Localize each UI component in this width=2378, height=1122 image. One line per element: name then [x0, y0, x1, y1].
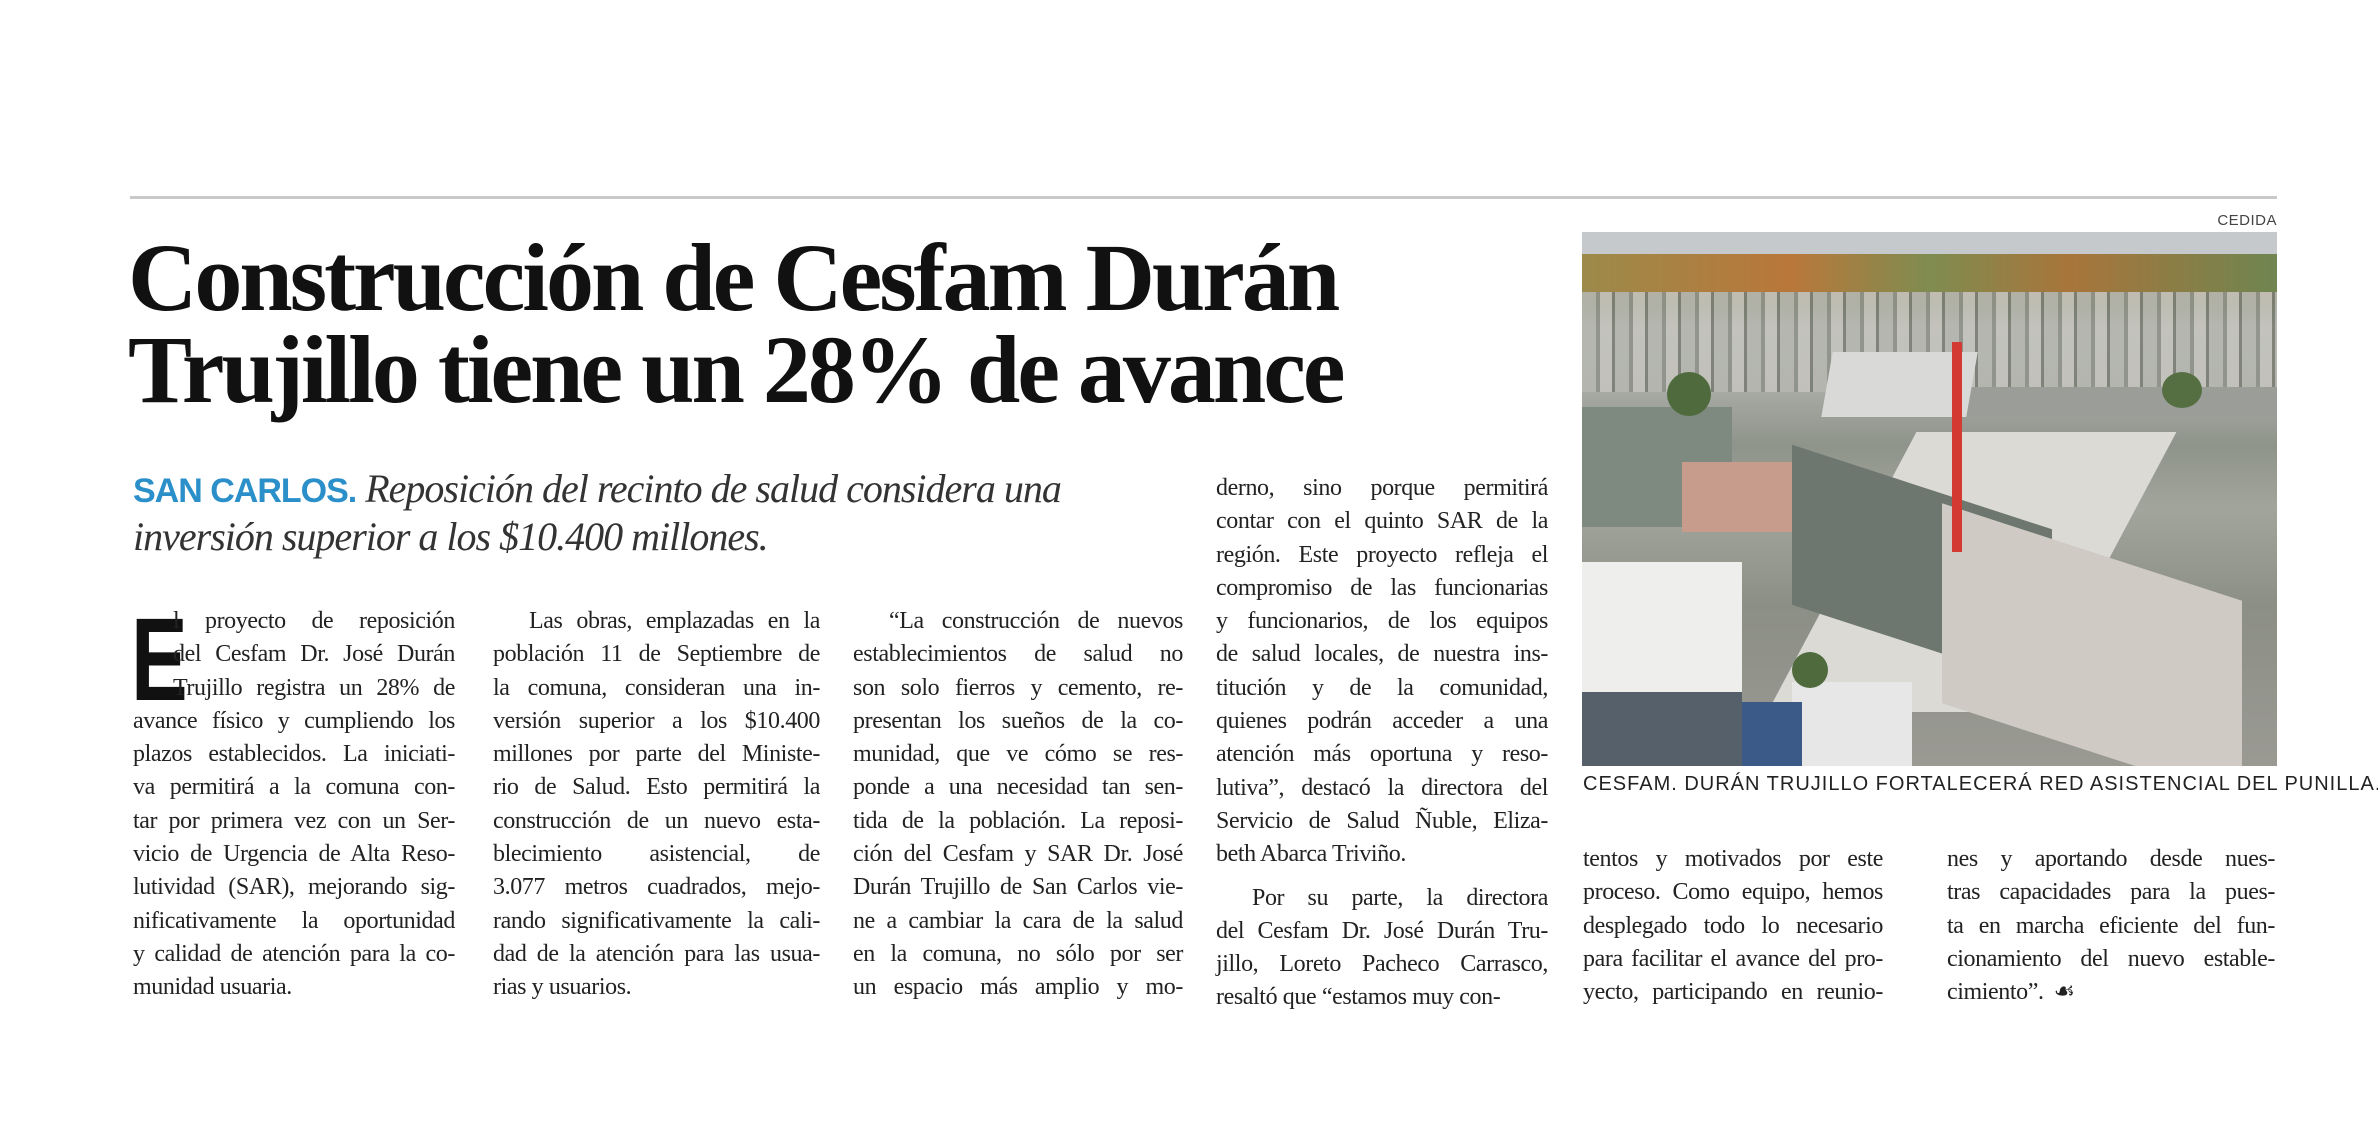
text-line: millones por parte del Ministe- [493, 741, 820, 768]
text-line: son solo fierros y cemento, re- [853, 674, 1183, 701]
text-line: rando significativamente la cali- [493, 907, 820, 934]
text-line: Servicio de Salud Ñuble, Eliza- [1216, 807, 1548, 834]
text-line: contar con el quinto SAR de la [1216, 508, 1548, 535]
crane [1952, 342, 1962, 552]
text-line: beth Abarca Triviño. [1216, 841, 1406, 868]
subtitle-text: Reposición del recinto de salud consider… [133, 466, 1062, 559]
text-line: yecto, participando en reunio- [1583, 979, 1883, 1006]
body-column-3: “La construcción de nuevos establecimient… [853, 605, 1183, 1005]
text-line: 3.077 metros cuadrados, mejo- [493, 874, 820, 901]
body-column-1: l proyecto de reposición del Cesfam Dr. J… [133, 605, 455, 1005]
kicker-location: SAN CARLOS. [133, 472, 357, 510]
text-line: quienes podrán acceder a una [1216, 708, 1548, 735]
photo-credit: CEDIDA [2217, 212, 2277, 229]
text-line: nes y aportando desde nues- [1947, 846, 2275, 872]
text-line: resaltó que “estamos muy con- [1216, 984, 1501, 1011]
text-line: ta en marcha eficiente del fun- [1947, 912, 2275, 939]
text-line: derno, sino porque permitirá [1216, 475, 1548, 501]
text-line: l proyecto de reposición [173, 608, 455, 634]
drop-cap: E [131, 594, 188, 726]
text-line: presentan los sueños de la co- [853, 707, 1183, 734]
text-line: cimiento”. [1947, 979, 2044, 1006]
text-line: para facilitar el avance del pro- [1583, 945, 1883, 972]
text-line: población 11 de Septiembre de [493, 641, 820, 668]
text-line: nificativamente la oportunidad [133, 907, 455, 934]
text-line: la comuna, consideran una in- [493, 674, 820, 701]
text-line: jillo, Loreto Pacheco Carrasco, [1216, 951, 1548, 978]
text-line: rio de Salud. Esto permitirá la [493, 774, 820, 801]
text-line: ponde a una necesidad tan sen- [853, 774, 1183, 801]
construction-aerial-photo [1582, 232, 2277, 766]
text-line: munidad, que ve cómo se res- [853, 741, 1183, 768]
text-line: en la comuna, no sólo por ser [853, 940, 1183, 967]
text-line: plazos establecidos. La iniciati- [133, 741, 455, 768]
end-mark-icon: ☙ [2053, 979, 2076, 1006]
text-line: y funcionarios, de los equipos [1216, 608, 1548, 635]
text-line: titución y de la comunidad, [1216, 674, 1548, 701]
text-line: Las obras, emplazadas en la [529, 608, 820, 634]
text-line: tras capacidades para la pues- [1947, 879, 2275, 906]
text-line: va permitirá a la comuna con- [133, 774, 455, 801]
photo-caption: CESFAM. DURÁN TRUJILLO FORTALECERÁ RED A… [1583, 773, 2378, 795]
text-line: establecimientos de salud no [853, 641, 1183, 668]
text-line: lutiva”, destacó la directora del [1216, 774, 1548, 801]
text-line: desplegado todo lo necesario [1583, 912, 1883, 939]
body-column-5: tentos y motivados por este proceso. Como… [1583, 843, 1883, 1009]
text-line: rias y usuarios. [493, 974, 632, 1001]
text-line: construcción de un nuevo esta- [493, 807, 820, 834]
text-line: proceso. Como equipo, hemos [1583, 879, 1883, 906]
top-rule [130, 196, 2277, 199]
text-line: un espacio más amplio y mo- [853, 974, 1183, 1001]
text-line: blecimiento asistencial, de [493, 841, 820, 868]
text-line: munidad usuaria. [133, 974, 292, 1001]
text-line: atención más oportuna y reso- [1216, 741, 1548, 768]
headline: Construcción de Cesfam Durán Trujillo ti… [128, 224, 1346, 423]
text-line: Por su parte, la directora [1252, 884, 1548, 911]
text-line: del Cesfam Dr. José Durán Tru- [1216, 917, 1548, 944]
text-line: dad de la atención para las usua- [493, 940, 820, 967]
text-line: tida de la población. La reposi- [853, 807, 1183, 834]
text-line: Trujillo registra un 28% de [173, 674, 455, 701]
text-line: vicio de Urgencia de Alta Reso- [133, 841, 455, 868]
body-column-2: Las obras, emplazadas en la población 11 … [493, 605, 820, 1005]
text-line: tentos y motivados por este [1583, 846, 1883, 872]
body-column-4: derno, sino porque permitirá contar con e… [1216, 472, 1548, 1015]
text-line: cionamiento del nuevo estable- [1947, 945, 2275, 972]
text-line: y calidad de atención para la co- [133, 940, 455, 967]
text-line: avance físico y cumpliendo los [133, 707, 455, 734]
text-line: “La construcción de nuevos [889, 608, 1183, 634]
text-line: ción del Cesfam y SAR Dr. José [853, 841, 1183, 868]
text-line: lutividad (SAR), mejorando sig- [133, 874, 455, 901]
text-line: tar por primera vez con un Ser- [133, 807, 455, 834]
text-line: ne a cambiar la cara de la salud [853, 907, 1183, 934]
subtitle: SAN CARLOS. Reposición del recinto de sa… [133, 466, 1183, 560]
text-line: del Cesfam Dr. José Durán [173, 641, 455, 668]
text-line: región. Este proyecto refleja el [1216, 541, 1548, 568]
body-column-6: nes y aportando desde nues-tras capacida… [1947, 843, 2275, 1009]
text-line: Durán Trujillo de San Carlos vie- [853, 874, 1183, 901]
text-line: versión superior a los $10.400 [493, 707, 820, 734]
text-line: de salud locales, de nuestra ins- [1216, 641, 1548, 668]
text-line: compromiso de las funcionarias [1216, 574, 1548, 601]
